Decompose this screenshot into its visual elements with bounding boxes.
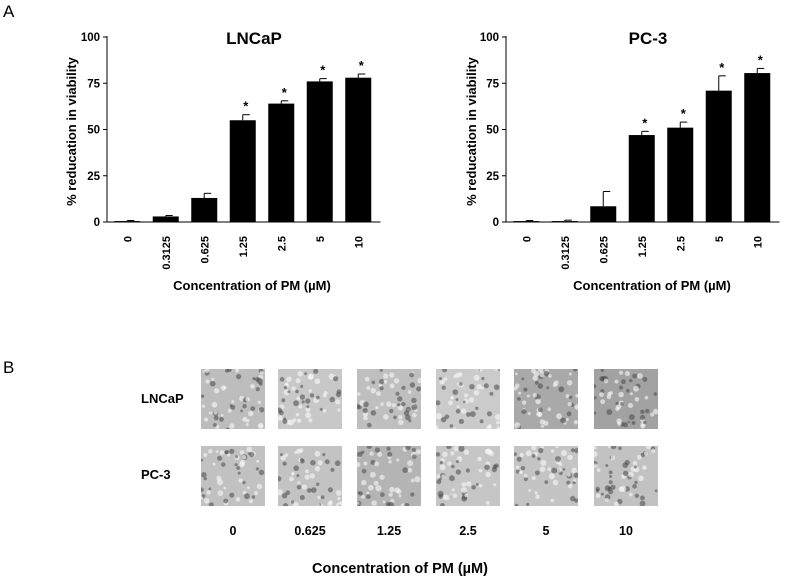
chart-2-x-tick-label: 2.5 — [675, 236, 687, 251]
chart-2-significance-marker: * — [758, 52, 764, 67]
chart-2-bar — [744, 73, 771, 222]
chart-1-bar — [152, 216, 179, 222]
micrograph-column-label: 2.5 — [459, 524, 477, 538]
micrograph-image — [201, 369, 265, 429]
chart-1-bar — [306, 81, 333, 223]
chart-1-x-tick-label: 1.25 — [238, 236, 250, 257]
chart-2-x-tick-label: 0 — [521, 236, 533, 242]
panel-b-label: B — [3, 358, 15, 377]
chart-2-x-tick-label: 1.25 — [637, 236, 649, 257]
chart-2-significance-marker: * — [719, 60, 725, 75]
chart-1-bar — [191, 197, 218, 222]
micrograph-column-label: 1.25 — [376, 524, 402, 538]
micrograph-column-label: 0.625 — [294, 524, 326, 538]
micrograph-image — [357, 446, 421, 506]
chart-2-bar — [551, 221, 578, 222]
chart-2-bar — [590, 206, 617, 222]
micrograph-image — [278, 446, 342, 506]
chart-1-significance-marker: * — [282, 85, 288, 100]
micrograph-row-label: PC-3 — [141, 467, 171, 482]
chart-2-x-tick-label: 10 — [752, 236, 764, 248]
micrograph-x-axis-label: Concentration of PM (µM) — [312, 561, 488, 577]
chart-1-y-axis-label: % reducation in viability — [64, 56, 79, 206]
panel-a-label: A — [3, 2, 15, 21]
chart-1-bar — [345, 77, 372, 222]
chart-2-y-tick-label: 100 — [480, 32, 499, 44]
chart-1-x-tick-label: 5 — [315, 236, 327, 242]
chart-1-bar — [229, 120, 256, 222]
micrograph-image — [514, 446, 578, 506]
chart-1-x-tick-label: 0.3125 — [161, 236, 173, 270]
chart-1-y-tick-label: 100 — [81, 32, 100, 44]
chart-2-y-axis-label: % reducation in viability — [464, 56, 479, 206]
chart-2-title: PC-3 — [629, 29, 668, 48]
micrograph-image — [201, 446, 265, 506]
micrograph-image — [514, 369, 578, 429]
chart-1-x-tick-label: 0 — [122, 236, 134, 242]
chart-1-y-tick-label: 75 — [87, 78, 100, 90]
chart-1-title: LNCaP — [226, 29, 282, 48]
chart-2-x-axis-label: Concentration of PM (µM) — [573, 278, 731, 293]
micrograph-image — [436, 369, 500, 429]
chart-2-significance-marker: * — [642, 115, 648, 130]
chart-1-bar — [268, 103, 295, 222]
micrograph-column-label: 5 — [542, 524, 550, 538]
micrograph-image — [436, 446, 500, 506]
chart-2-y-tick-label: 50 — [486, 125, 499, 137]
micrograph-column-label: 10 — [619, 524, 633, 538]
chart-2-bar — [513, 221, 540, 222]
chart-1-significance-marker: * — [359, 58, 365, 73]
chart-1-y-tick-label: 25 — [87, 171, 100, 183]
chart-2-x-tick-label: 0.3125 — [560, 236, 572, 270]
micrograph-image — [594, 369, 658, 429]
chart-2-bar — [667, 127, 694, 222]
chart-1-x-tick-label: 10 — [353, 236, 365, 248]
chart-1-x-tick-label: 0.625 — [199, 236, 211, 264]
chart-2-x-tick-label: 5 — [714, 236, 726, 242]
chart-2-bar — [705, 90, 732, 223]
micrograph-image — [357, 369, 421, 429]
micrograph-column-label: 0 — [229, 524, 237, 538]
chart-1-y-tick-label: 0 — [94, 217, 100, 229]
chart-1-significance-marker: * — [243, 99, 249, 114]
micrograph-image — [278, 369, 342, 429]
micrograph-image — [594, 446, 658, 506]
chart-2-y-tick-label: 75 — [486, 78, 499, 90]
chart-1-x-axis-label: Concentration of PM (µM) — [173, 278, 331, 293]
chart-2-bar — [628, 135, 655, 222]
chart-2-x-tick-label: 0.625 — [598, 236, 610, 264]
chart-1-y-tick-label: 50 — [87, 125, 100, 137]
chart-1-x-tick-label: 2.5 — [276, 236, 288, 251]
chart-2-significance-marker: * — [681, 106, 687, 121]
chart-2-y-tick-label: 25 — [486, 171, 499, 183]
chart-1-bar — [114, 221, 141, 222]
chart-1-significance-marker: * — [320, 63, 326, 78]
micrograph-row-label: LNCaP — [141, 391, 184, 406]
chart-2-y-tick-label: 0 — [493, 217, 499, 229]
